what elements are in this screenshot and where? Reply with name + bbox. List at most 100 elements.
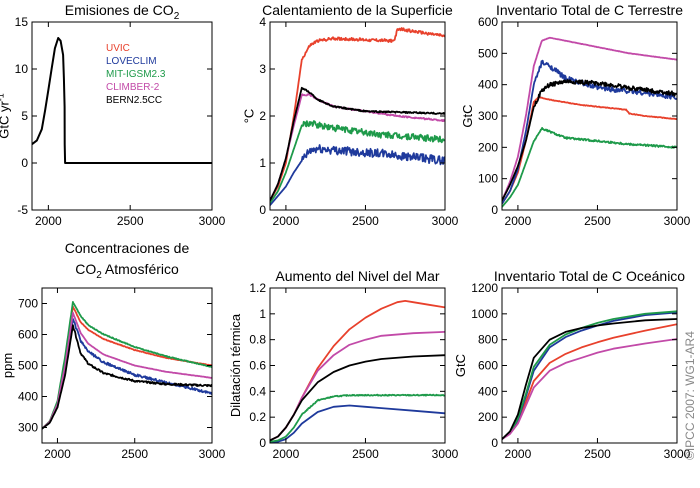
y-tick-label: 0 [259, 436, 266, 450]
legend-item-climber-2: CLIMBER-2 [106, 82, 160, 93]
y-tick-label: 200 [478, 140, 498, 154]
series-emissions [32, 37, 212, 164]
x-tick-label: 3000 [199, 214, 226, 228]
series-mit-igsm2-3 [270, 393, 445, 443]
y-axis-label: ppm [0, 353, 15, 378]
x-tick-label: 2500 [117, 214, 144, 228]
x-tick-label: 2000 [505, 214, 532, 228]
y-tick-label: 0.6 [249, 359, 266, 373]
panel-title: Emisiones de CO2 [65, 2, 180, 22]
y-axis-label: GtC yr-1 [0, 93, 12, 139]
x-tick-label: 2500 [584, 447, 611, 461]
plot-frame [501, 287, 678, 444]
panel-title: Inventario Total de C Terrestre [496, 2, 683, 18]
x-tick-label: 2500 [584, 214, 611, 228]
y-tick-label: 0 [491, 436, 498, 450]
series-bern2-5cc [270, 86, 445, 201]
x-tick-label: 3000 [199, 447, 226, 461]
panel-1: Emisiones de CO2 2000 2500 3000 -5 0 5 10 15 GtC … [0, 2, 226, 228]
y-tick-label: 0.4 [249, 384, 266, 398]
series-mit-igsm2-3 [42, 301, 212, 430]
panel-title-line2: CO2 Atmosférico [75, 261, 179, 281]
panel-title: Aumento del Nivel del Mar [275, 268, 440, 284]
x-tick-label: 2500 [352, 447, 379, 461]
y-tick-label: 500 [18, 359, 38, 373]
panel-5: Aumento del Nivel del Mar 2000 2500 3000 0 0.… [228, 268, 459, 461]
x-tick-label: 2000 [273, 447, 300, 461]
y-tick-label: 0.2 [249, 410, 266, 424]
y-tick-label: -5 [17, 203, 28, 217]
series-group [32, 37, 212, 164]
series-group [502, 310, 677, 440]
copyright-text: ©IPCC 2007: WG1-AR4 [683, 331, 697, 460]
y-tick-label: 10 [15, 62, 29, 76]
x-tick-label: 2500 [121, 447, 148, 461]
legend-item-bern2-5cc: BERN2.5CC [106, 95, 162, 106]
y-tick-label: 1200 [471, 281, 498, 295]
series-climber-2 [502, 338, 677, 440]
series-uvic [502, 323, 677, 440]
y-tick-label: 15 [15, 15, 29, 29]
series-mit-igsm2-3 [270, 120, 445, 204]
y-tick-label: 400 [478, 384, 498, 398]
series-bern2-5cc [270, 354, 445, 442]
panel-4: Concentraciones de CO2 Atmosférico 2000 250… [0, 240, 226, 461]
x-tick-label: 3000 [432, 214, 459, 228]
y-tick-label: 1 [259, 156, 266, 170]
series-group [502, 36, 677, 208]
y-tick-label: 500 [478, 46, 498, 60]
y-axis-label: GtC [453, 354, 468, 377]
series-climber-2 [502, 36, 677, 201]
y-tick-label: 1 [259, 307, 266, 321]
legend: UVIC LOVECLIM MIT-IGSM2.3 CLIMBER-2 BERN2.5C… [106, 43, 166, 106]
y-tick-label: 5 [21, 109, 28, 123]
series-bern2-5cc [42, 324, 212, 430]
x-tick-label: 2000 [505, 447, 532, 461]
panel-title: Inventario Total de C Oceánico [494, 268, 685, 284]
series-uvic [42, 305, 212, 430]
x-tick-label: 2000 [35, 214, 62, 228]
plot-frame [269, 287, 446, 444]
series-group [270, 300, 445, 443]
series-uvic [270, 27, 445, 202]
series-climber-2 [42, 311, 212, 430]
y-axis-label: Dilatación térmica [228, 313, 243, 417]
legend-item-loveclim: LOVECLIM [106, 56, 157, 67]
y-axis-label: GtC [460, 104, 475, 127]
legend-item-mit-igsm2-3: MIT-IGSM2.3 [106, 69, 166, 80]
series-uvic [270, 300, 445, 442]
y-tick-label: 300 [18, 421, 38, 435]
series-mit-igsm2-3 [502, 127, 677, 208]
y-tick-label: 700 [18, 297, 38, 311]
y-tick-label: 600 [18, 328, 38, 342]
legend-item-uvic: UVIC [106, 43, 130, 54]
x-tick-label: 2000 [273, 214, 300, 228]
y-tick-label: 0 [21, 156, 28, 170]
y-tick-label: 0 [491, 203, 498, 217]
panel-title: Calentamiento de la Superficie [262, 2, 453, 18]
panel-2: Calentamiento de la Superficie 2000 2500 30… [241, 2, 458, 228]
y-tick-label: 400 [478, 78, 498, 92]
y-tick-label: 800 [478, 333, 498, 347]
y-tick-label: 1.2 [249, 281, 266, 295]
y-tick-label: 3 [259, 62, 266, 76]
series-loveclim [270, 144, 445, 206]
series-mit-igsm2-3 [502, 310, 677, 440]
y-tick-label: 4 [259, 15, 266, 29]
x-tick-label: 2000 [44, 447, 71, 461]
series-loveclim [270, 404, 445, 443]
y-tick-label: 300 [478, 109, 498, 123]
x-tick-label: 3000 [664, 214, 691, 228]
x-tick-label: 2500 [352, 214, 379, 228]
y-tick-label: 0.8 [249, 333, 266, 347]
x-tick-label: 3000 [432, 447, 459, 461]
panel-title: Concentraciones de [65, 240, 190, 256]
y-tick-label: 100 [478, 172, 498, 186]
y-tick-label: 400 [18, 390, 38, 404]
y-tick-label: 1000 [471, 307, 498, 321]
y-tick-label: 2 [259, 109, 266, 123]
